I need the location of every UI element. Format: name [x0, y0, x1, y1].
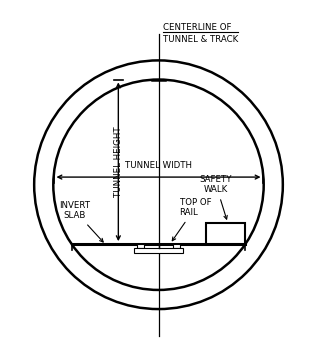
Bar — [206, 223, 245, 244]
Text: CENTERLINE OF: CENTERLINE OF — [163, 23, 232, 32]
Bar — [134, 248, 183, 253]
Text: TUNNEL HEIGHT: TUNNEL HEIGHT — [114, 126, 123, 197]
Bar — [173, 244, 179, 248]
Text: TUNNEL WIDTH: TUNNEL WIDTH — [125, 161, 192, 170]
Text: TOP OF
RAIL: TOP OF RAIL — [172, 198, 211, 241]
Text: INVERT
SLAB: INVERT SLAB — [59, 201, 103, 242]
Bar — [138, 244, 144, 248]
Text: SAFETY
WALK: SAFETY WALK — [200, 175, 232, 219]
Text: TUNNEL & TRACK: TUNNEL & TRACK — [163, 35, 238, 44]
